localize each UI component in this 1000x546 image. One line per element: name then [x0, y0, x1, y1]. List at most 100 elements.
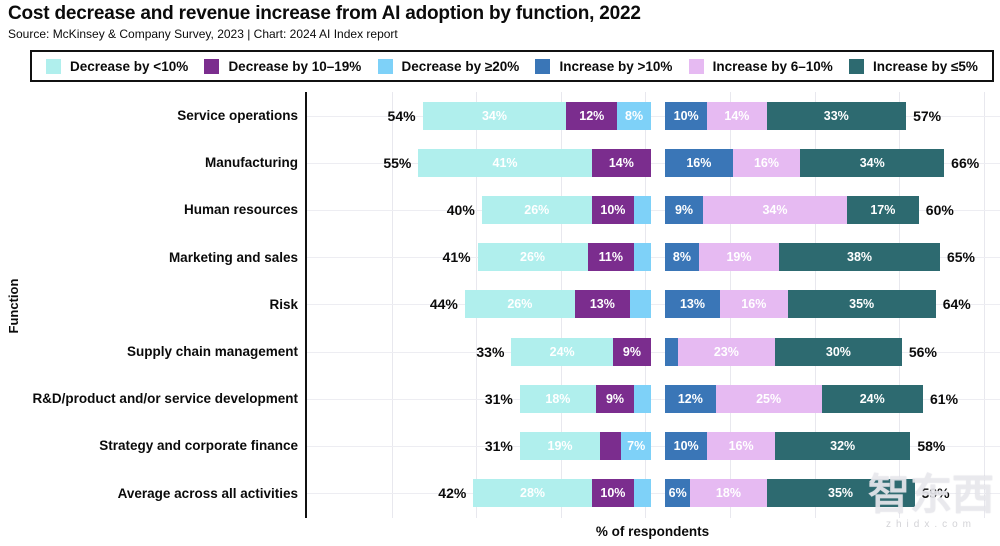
- increase-total-label: 60%: [925, 201, 954, 218]
- increase-total-label: 58%: [917, 437, 946, 454]
- decrease-total-label: 41%: [442, 249, 471, 266]
- bar-segment: 18%: [519, 384, 596, 413]
- segment-value-label: 26%: [524, 202, 550, 217]
- segment-value-label: 23%: [713, 344, 739, 359]
- gridline-horizontal: [307, 209, 1000, 211]
- segment-value-label: 16%: [741, 297, 767, 312]
- bar-segment: 41%: [418, 148, 592, 177]
- increase-total-label: 66%: [951, 154, 980, 171]
- legend-item: Decrease by ≥20%: [377, 58, 519, 74]
- segment-value-label: 13%: [679, 297, 705, 312]
- segment-value-label: 14%: [608, 155, 634, 170]
- legend-label: Decrease by 10–19%: [228, 58, 362, 74]
- bar-segment: 24%: [821, 384, 924, 413]
- segment-value-label: 26%: [520, 250, 546, 265]
- bar-segment: 17%: [846, 195, 919, 224]
- decrease-total-label: 54%: [387, 107, 416, 124]
- bar-row: Supply chain management 24% 9% 33% 23% 30% 56%: [0, 328, 1000, 375]
- segment-value-label: 9%: [605, 391, 625, 406]
- segment-value-label: 18%: [715, 486, 741, 501]
- increase-bar: 16% 16% 34%: [665, 148, 945, 177]
- gridline-horizontal: [307, 115, 1000, 117]
- legend-label: Increase by >10%: [559, 58, 673, 74]
- y-axis-label: Function: [6, 278, 21, 334]
- segment-value-label: 16%: [753, 155, 780, 170]
- decrease-bar: 28% 10%: [473, 479, 651, 508]
- bar-segment: 16%: [732, 148, 801, 177]
- bar-segment: 19%: [698, 243, 780, 272]
- segment-value-label: 14%: [724, 108, 750, 123]
- category-label: Strategy and corporate finance: [99, 438, 298, 454]
- chart-source: Source: McKinsey & Company Survey, 2023 …: [8, 27, 398, 41]
- decrease-bar: 26% 13%: [464, 290, 651, 319]
- decrease-bar: 41% 14%: [418, 148, 651, 177]
- legend-label: Increase by 6–10%: [712, 58, 833, 74]
- increase-bar: 23% 30%: [665, 337, 902, 366]
- bar-row: Service operations 34% 12% 8% 54% 10% 14% 33% 57…: [0, 92, 1000, 139]
- bar-row: Risk 26% 13% 44% 13% 16% 35% 64%: [0, 281, 1000, 328]
- segment-value-label: 10%: [600, 202, 626, 217]
- segment-value-label: 38%: [847, 250, 873, 265]
- bar-segment: [634, 479, 651, 508]
- segment-value-label: 34%: [481, 108, 507, 123]
- legend-item: Decrease by <10%: [46, 58, 189, 74]
- legend-item: Decrease by 10–19%: [204, 58, 362, 74]
- bar-row: Manufacturing 41% 14% 55% 16% 16% 34% 66%: [0, 139, 1000, 186]
- segment-value-label: 10%: [600, 486, 626, 501]
- decrease-total-label: 44%: [429, 296, 458, 313]
- increase-total-label: 61%: [930, 390, 959, 407]
- legend-item: Increase by ≤5%: [848, 58, 978, 74]
- segment-value-label: 9%: [674, 202, 694, 217]
- segment-value-label: 41%: [492, 155, 518, 170]
- gridline-horizontal: [307, 162, 1000, 164]
- legend-swatch: [848, 58, 864, 74]
- segment-value-label: 35%: [849, 297, 875, 312]
- increase-bar: 12% 25% 24%: [665, 384, 924, 413]
- category-label: Service operations: [177, 108, 298, 124]
- bar-segment: 18%: [690, 479, 767, 508]
- segment-value-label: 34%: [859, 155, 885, 170]
- bar-segment: 12%: [566, 101, 618, 130]
- bar-segment: 7%: [621, 431, 651, 460]
- legend: Decrease by <10% Decrease by 10–19% Decrea…: [30, 50, 994, 82]
- bar-segment: 26%: [477, 243, 588, 272]
- segment-value-label: 24%: [859, 391, 885, 406]
- legend-swatch: [46, 58, 61, 74]
- bar-row: Average across all activities 28% 10% 42% 6%…: [0, 470, 1000, 517]
- segment-value-label: 12%: [579, 108, 605, 123]
- segment-value-label: 12%: [677, 391, 703, 406]
- segment-value-label: 7%: [627, 438, 646, 453]
- bar-segment: 9%: [595, 384, 635, 413]
- decrease-bar: 19% 7%: [519, 431, 651, 460]
- bar-row: R&D/product and/or service development 18…: [0, 375, 1000, 422]
- decrease-total-label: 55%: [383, 154, 412, 171]
- bar-segment: 24%: [511, 337, 613, 366]
- legend-swatch: [204, 58, 220, 74]
- bar-segment: 19%: [519, 431, 601, 460]
- bar-segment: 12%: [665, 384, 716, 413]
- category-label: Supply chain management: [126, 344, 298, 360]
- bar-segment: [665, 337, 678, 366]
- category-label: Average across all activities: [117, 485, 298, 501]
- legend-item: Increase by >10%: [535, 58, 673, 74]
- bar-segment: [634, 384, 651, 413]
- y-axis-line: [305, 92, 307, 518]
- segment-value-label: 8%: [625, 108, 644, 123]
- x-axis-label: % of respondents: [595, 524, 710, 539]
- segment-value-label: 19%: [726, 250, 752, 265]
- bar-segment: 33%: [766, 101, 907, 130]
- increase-bar: 10% 16% 32%: [665, 431, 911, 460]
- bar-segment: 26%: [464, 290, 575, 319]
- segment-value-label: 19%: [547, 438, 573, 453]
- bar-segment: 34%: [800, 148, 945, 177]
- decrease-bar: 26% 11%: [477, 243, 651, 272]
- increase-bar: 6% 18% 35%: [665, 479, 915, 508]
- decrease-total-label: 42%: [438, 485, 467, 502]
- segment-value-label: 13%: [589, 297, 615, 312]
- bar-segment: 25%: [715, 384, 822, 413]
- legend-label: Decrease by <10%: [70, 58, 189, 74]
- decrease-bar: 26% 10%: [481, 195, 651, 224]
- increase-bar: 8% 19% 38%: [665, 243, 940, 272]
- bar-segment: 6%: [665, 479, 691, 508]
- bar-segment: 34%: [422, 101, 567, 130]
